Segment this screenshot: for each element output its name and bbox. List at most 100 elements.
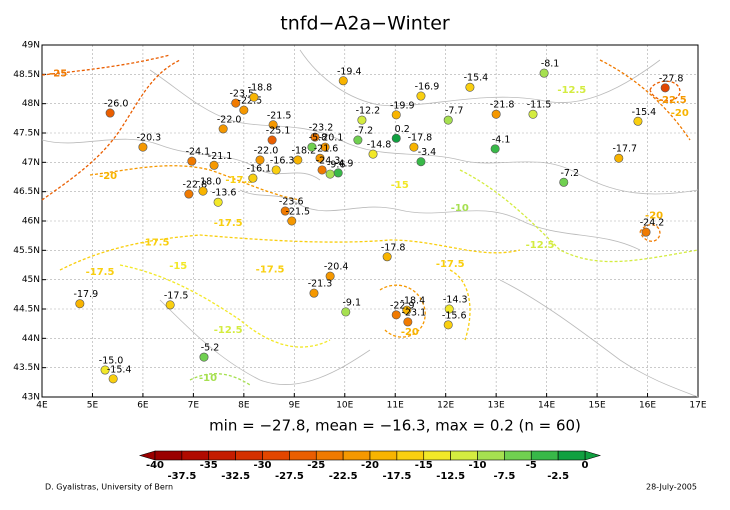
- x-tick-label: 4E: [36, 401, 48, 411]
- station-label: -16.1: [247, 164, 272, 175]
- station: [491, 109, 501, 119]
- station: [280, 206, 290, 216]
- station-label: -17.7: [612, 144, 637, 155]
- border: [239, 189, 641, 251]
- station: [368, 149, 378, 159]
- station-label: -21.8: [490, 100, 515, 111]
- station-label: -4.1: [492, 134, 511, 145]
- x-tick-label: 9E: [289, 401, 301, 411]
- station-label: -24.1: [186, 147, 211, 158]
- stats-summary: min = −27.8, mean = −16.3, max = 0.2 (n …: [209, 417, 581, 435]
- colorbar-cell: [423, 450, 451, 461]
- colorbar-tick-label: -40: [146, 460, 164, 471]
- station: [231, 98, 241, 108]
- station-label: -17.8: [408, 133, 433, 144]
- station: [307, 142, 317, 152]
- contour-line: [459, 169, 699, 263]
- y-tick-label: 44.5N: [13, 305, 40, 315]
- station-label: -26.0: [104, 99, 129, 110]
- station-label: -3.4: [418, 147, 437, 158]
- station-label: -4.9: [335, 158, 354, 169]
- colorbar-cell: [342, 450, 371, 461]
- station: [391, 310, 401, 320]
- station: [559, 177, 569, 187]
- boundaries: [41, 49, 699, 398]
- contour-label: -20: [401, 327, 419, 338]
- station-label: -12.2: [356, 106, 381, 117]
- station: [199, 352, 209, 362]
- station: [248, 173, 258, 183]
- station: [614, 153, 624, 163]
- colorbar-arrow: [138, 450, 156, 461]
- y-tick-label: 43N: [22, 393, 40, 403]
- contour-label: -12.5: [214, 325, 243, 336]
- colorbar-cell: [504, 450, 532, 461]
- station-label: -17.8: [381, 242, 406, 253]
- station: [315, 153, 325, 163]
- station: [325, 271, 335, 281]
- station-label: -9.1: [343, 297, 362, 308]
- station-label: -11.5: [527, 100, 552, 111]
- station-label: -5.2: [201, 343, 220, 354]
- station: [353, 135, 363, 145]
- station: [255, 155, 265, 165]
- date: 28-July-2005: [646, 483, 697, 492]
- colorbar-tick-label: -2.5: [547, 471, 569, 482]
- station: [287, 216, 297, 226]
- station: [165, 300, 175, 310]
- border: [299, 49, 661, 107]
- station-label: -15.6: [442, 310, 467, 321]
- contour-line: [449, 269, 471, 341]
- y-tick-label: 47N: [22, 158, 40, 168]
- station-label: -22.5: [238, 96, 263, 107]
- station-label: -7.7: [445, 106, 464, 117]
- contour-label: -15: [169, 261, 187, 272]
- x-tick-label: 10E: [336, 401, 353, 411]
- contour-label: -17.5: [225, 175, 254, 186]
- station: [444, 304, 454, 314]
- contour-label: -17.5: [256, 265, 285, 276]
- border: [159, 299, 371, 385]
- contour-label: -10: [451, 203, 469, 214]
- station-label: -25.1: [266, 126, 291, 137]
- colorbar-tick-label: -15: [415, 460, 433, 471]
- station-label: -16.3: [270, 155, 295, 166]
- contour-label: -12.5: [526, 240, 555, 251]
- contour-label: -20: [671, 108, 689, 119]
- station: [402, 305, 412, 315]
- x-tick-label: 16E: [639, 401, 656, 411]
- colorbar-tick-label: -30: [253, 460, 271, 471]
- station-label: -15.4: [632, 107, 657, 118]
- station-label: -22.0: [254, 145, 279, 156]
- y-tick-label: 43.5N: [13, 363, 40, 373]
- contour-line: [639, 224, 661, 242]
- station: [633, 116, 643, 126]
- colorbar: -40-37.5 -35-32.5-30 -27.5-25 -22.5-20-17.5…: [138, 450, 602, 482]
- contours: [41, 54, 699, 386]
- station-label: -23.2: [309, 123, 334, 134]
- colorbar-tick-label: -5: [526, 460, 537, 471]
- station: [310, 132, 320, 142]
- station: [391, 133, 401, 143]
- station-label: -27.8: [659, 73, 684, 84]
- contour-label: -22.5: [658, 95, 687, 106]
- station-label: -21.1: [208, 151, 233, 162]
- contour-label: -15: [391, 180, 409, 191]
- station: [490, 144, 500, 154]
- y-tick-label: 48.5N: [13, 70, 40, 80]
- x-tick-label: 11E: [387, 401, 404, 411]
- station-label: -19.9: [390, 100, 415, 111]
- station-label: -23.5: [229, 89, 254, 100]
- contour-label: -25: [49, 69, 67, 80]
- x-tick-label: 7E: [188, 401, 200, 411]
- colorbar-cell: [315, 450, 344, 461]
- station-label: -20.4: [324, 262, 349, 273]
- colorbar-cell: [450, 450, 478, 461]
- x-tick-label: 13E: [488, 401, 505, 411]
- station: [309, 288, 319, 298]
- station: [443, 320, 453, 330]
- station: [105, 108, 115, 118]
- station: [325, 169, 335, 179]
- station: [184, 189, 194, 199]
